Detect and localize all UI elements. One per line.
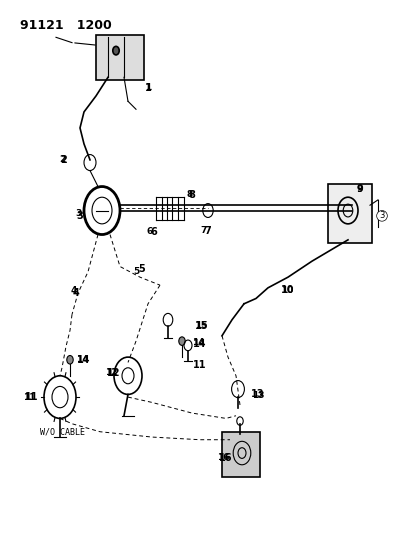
Circle shape <box>113 46 119 55</box>
Text: 12: 12 <box>107 368 121 378</box>
Circle shape <box>67 356 73 364</box>
FancyBboxPatch shape <box>222 432 260 477</box>
Text: 15: 15 <box>195 321 209 331</box>
FancyBboxPatch shape <box>328 184 372 243</box>
Circle shape <box>179 337 185 345</box>
Text: 11: 11 <box>23 393 36 401</box>
Text: 15: 15 <box>195 321 208 329</box>
Text: 9: 9 <box>357 185 363 193</box>
Text: 10: 10 <box>281 286 295 295</box>
Text: 3: 3 <box>77 211 83 221</box>
Text: 2: 2 <box>59 156 65 164</box>
Text: 16: 16 <box>219 454 233 463</box>
Text: 2: 2 <box>61 155 67 165</box>
Text: 5: 5 <box>139 264 145 274</box>
Text: 91121   1200: 91121 1200 <box>20 19 112 31</box>
Text: 11: 11 <box>193 360 207 370</box>
Text: 5: 5 <box>133 268 139 276</box>
Text: 7: 7 <box>201 227 207 235</box>
Text: 14: 14 <box>192 338 205 347</box>
Text: 10: 10 <box>281 286 293 295</box>
Text: 14: 14 <box>76 356 89 364</box>
Text: 16: 16 <box>217 453 230 462</box>
Text: 1: 1 <box>145 83 151 93</box>
Text: 1: 1 <box>145 84 151 92</box>
Text: 12: 12 <box>105 368 118 376</box>
Text: 8: 8 <box>188 190 196 199</box>
Text: 14: 14 <box>193 339 207 349</box>
Text: 3: 3 <box>75 209 81 217</box>
Text: 9: 9 <box>357 184 363 194</box>
Text: 3: 3 <box>379 212 385 220</box>
Text: 13: 13 <box>251 390 265 399</box>
Text: 4: 4 <box>73 288 79 298</box>
FancyBboxPatch shape <box>96 35 144 80</box>
Text: W/O CABLE: W/O CABLE <box>40 427 85 436</box>
Text: 7: 7 <box>205 226 211 236</box>
Text: 11: 11 <box>25 392 39 402</box>
Text: 13: 13 <box>252 391 264 400</box>
Text: 14: 14 <box>77 355 91 365</box>
Text: 8: 8 <box>187 190 193 199</box>
Text: 6: 6 <box>151 227 157 237</box>
Text: 6: 6 <box>147 228 153 236</box>
Text: 4: 4 <box>71 286 77 295</box>
